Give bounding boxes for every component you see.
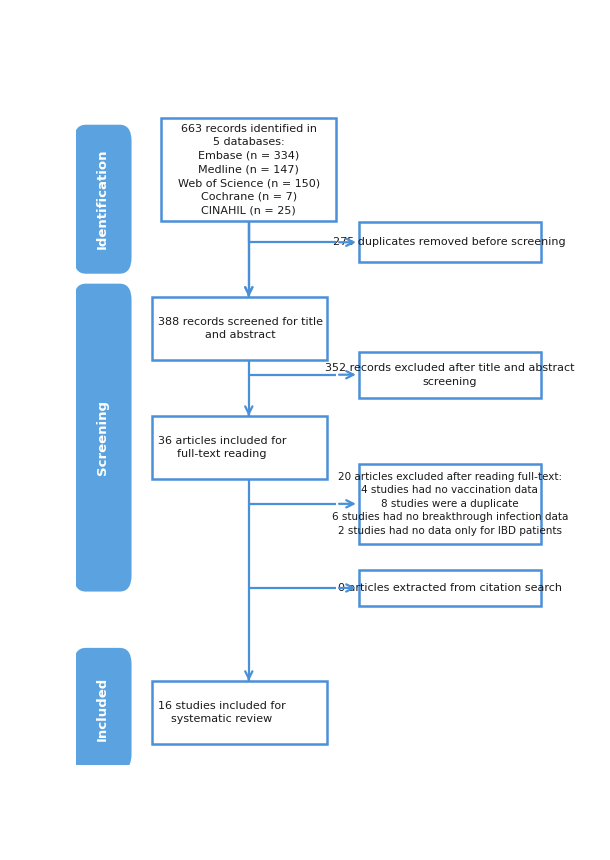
FancyBboxPatch shape <box>152 297 327 359</box>
Text: 388 records screened for title
and abstract: 388 records screened for title and abstr… <box>157 316 323 341</box>
FancyBboxPatch shape <box>74 648 132 771</box>
Text: Identification: Identification <box>96 149 109 249</box>
Text: Screening: Screening <box>96 400 109 475</box>
FancyBboxPatch shape <box>161 118 336 221</box>
FancyBboxPatch shape <box>152 416 327 479</box>
FancyBboxPatch shape <box>359 569 540 606</box>
FancyBboxPatch shape <box>359 464 540 544</box>
Text: 36 articles included for
full-text reading: 36 articles included for full-text readi… <box>157 436 286 459</box>
Text: 352 records excluded after title and abstract
screening: 352 records excluded after title and abs… <box>325 363 575 386</box>
Text: 20 articles excluded after reading full-text:
4 studies had no vaccination data
: 20 articles excluded after reading full-… <box>332 471 568 536</box>
Text: 16 studies included for
systematic review: 16 studies included for systematic revie… <box>157 701 285 724</box>
FancyBboxPatch shape <box>152 681 327 744</box>
FancyBboxPatch shape <box>74 125 132 273</box>
FancyBboxPatch shape <box>74 284 132 592</box>
Text: Included: Included <box>96 677 109 741</box>
Text: 663 records identified in
5 databases:
Embase (n = 334)
Medline (n = 147)
Web of: 663 records identified in 5 databases: E… <box>178 124 320 215</box>
FancyBboxPatch shape <box>359 223 540 262</box>
Text: 275 duplicates removed before screening: 275 duplicates removed before screening <box>334 237 566 248</box>
FancyBboxPatch shape <box>359 352 540 398</box>
Text: 0 articles extracted from citation search: 0 articles extracted from citation searc… <box>338 583 562 593</box>
